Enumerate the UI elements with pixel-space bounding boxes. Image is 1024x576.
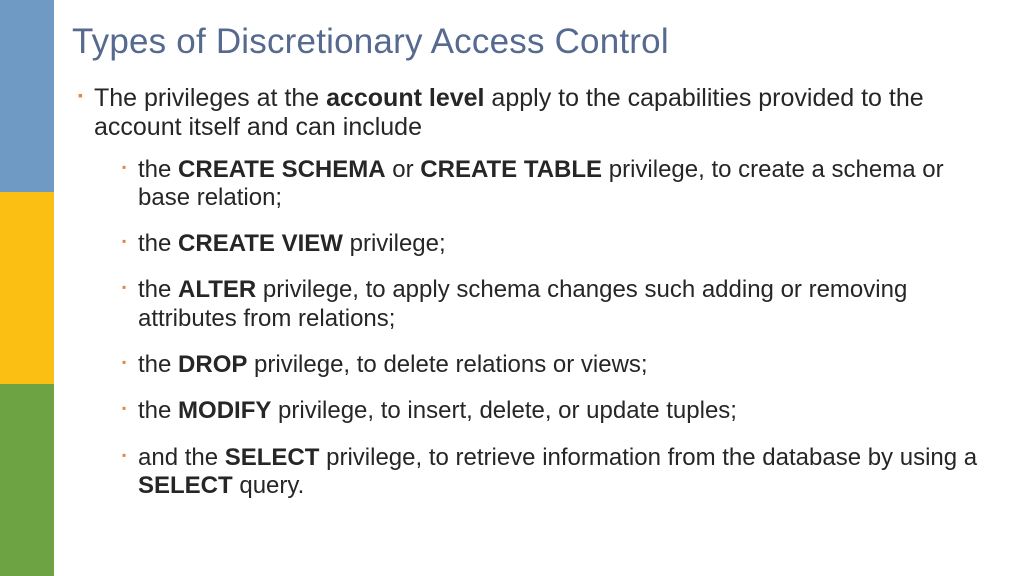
- lead-text-pre: The privileges at the: [94, 84, 326, 112]
- privilege-text: the: [138, 156, 178, 183]
- accent-stripe-bot: [0, 384, 54, 576]
- privilege-text: privilege, to delete relations or views;: [247, 351, 647, 378]
- privilege-text: privilege;: [343, 230, 446, 257]
- privilege-keyword: SELECT: [225, 444, 320, 471]
- privilege-item: the CREATE SCHEMA or CREATE TABLE privil…: [122, 156, 978, 213]
- privilege-keyword: CREATE SCHEMA: [178, 156, 386, 183]
- privilege-text: and the: [138, 444, 225, 471]
- privilege-text: the: [138, 276, 178, 303]
- privilege-text: privilege, to insert, delete, or update …: [271, 397, 737, 424]
- privilege-item: the MODIFY privilege, to insert, delete,…: [122, 397, 978, 425]
- privilege-text: or: [386, 156, 421, 183]
- privilege-text: the: [138, 397, 178, 424]
- privilege-keyword: CREATE VIEW: [178, 230, 343, 257]
- privilege-keyword: ALTER: [178, 276, 256, 303]
- lead-text-bold: account level: [326, 84, 484, 112]
- privilege-text: the: [138, 351, 178, 378]
- privilege-item: the DROP privilege, to delete relations …: [122, 351, 978, 379]
- privilege-keyword: MODIFY: [178, 397, 271, 424]
- privilege-keyword: CREATE TABLE: [420, 156, 602, 183]
- accent-stripe-top: [0, 0, 54, 192]
- privilege-keyword: DROP: [178, 351, 247, 378]
- privilege-item: the ALTER privilege, to apply schema cha…: [122, 276, 978, 333]
- privilege-text: the: [138, 230, 178, 257]
- privilege-text: privilege, to retrieve information from …: [319, 444, 977, 471]
- sidebar-accent: [0, 0, 54, 576]
- slide-title: Types of Discretionary Access Control: [72, 22, 669, 62]
- lead-bullet: The privileges at the account level appl…: [78, 84, 978, 500]
- privilege-item: the CREATE VIEW privilege;: [122, 230, 978, 258]
- privilege-text: query.: [233, 472, 305, 499]
- slide-body: The privileges at the account level appl…: [78, 84, 978, 518]
- privilege-list: the CREATE SCHEMA or CREATE TABLE privil…: [122, 156, 978, 501]
- accent-stripe-mid: [0, 192, 54, 384]
- privilege-keyword: SELECT: [138, 472, 233, 499]
- slide: Types of Discretionary Access Control Th…: [0, 0, 1024, 576]
- privilege-item: and the SELECT privilege, to retrieve in…: [122, 444, 978, 501]
